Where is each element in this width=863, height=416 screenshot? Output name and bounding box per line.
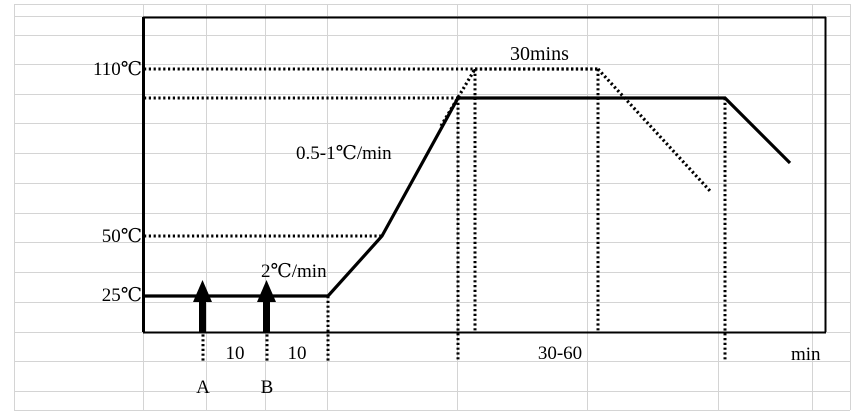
marker-label-b: B (260, 377, 274, 398)
dotted-cooldown (596, 67, 713, 194)
arrow-a (193, 280, 212, 333)
y-axis-label-50c: 50℃ (101, 226, 142, 247)
y-axis-label-110c: 110℃ (92, 59, 142, 80)
actual-profile-solid-curve (144, 96, 792, 298)
target-profile-dotted-curve (439, 67, 713, 194)
event-arrows (193, 280, 276, 333)
arrow-b (257, 280, 276, 333)
interval-label-2: 10 (287, 343, 307, 364)
interval-label-hold: 30-60 (537, 343, 583, 364)
interval-label-1: 10 (225, 343, 245, 364)
hold-time-label: 30mins (510, 43, 569, 65)
y-axis-label-25c: 25℃ (101, 285, 142, 306)
x-axis-unit-label: min (791, 344, 821, 365)
marker-label-a: A (196, 377, 210, 398)
chart-frame (142, 16, 827, 334)
time-marker-drop-lines (201, 69, 727, 361)
ramp-rate-slow-label: 0.5-1℃/min (296, 143, 392, 164)
temperature-guide-lines (144, 67, 598, 238)
ramp-rate-fast-label: 2℃/min (261, 261, 327, 282)
